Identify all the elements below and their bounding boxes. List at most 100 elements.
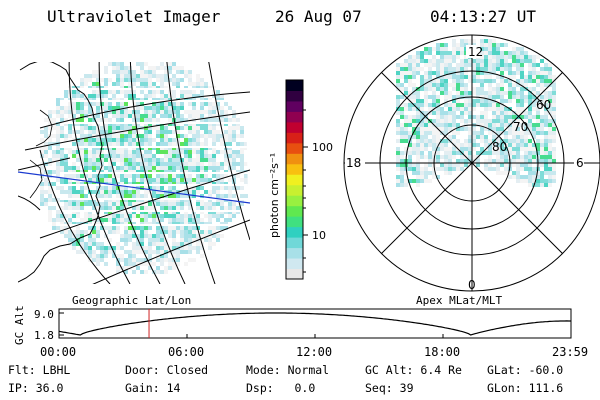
colorbar-frame	[285, 79, 304, 280]
emission-pixel	[396, 127, 400, 131]
emission-pixel	[520, 147, 524, 151]
emission-pixel	[540, 87, 544, 91]
emission-pixel	[88, 250, 92, 254]
emission-pixel	[552, 87, 556, 91]
emission-pixel	[164, 134, 168, 138]
emission-pixel	[216, 90, 220, 94]
emission-pixel	[480, 47, 484, 51]
emission-pixel	[452, 59, 456, 63]
emission-pixel	[100, 246, 104, 250]
emission-pixel	[404, 107, 408, 111]
emission-pixel	[456, 43, 460, 47]
emission-pixel	[416, 175, 420, 179]
emission-pixel	[136, 110, 140, 114]
emission-pixel	[208, 238, 212, 242]
emission-pixel	[116, 106, 120, 110]
emission-pixel	[416, 67, 420, 71]
emission-pixel	[132, 262, 136, 266]
emission-pixel	[68, 190, 72, 194]
emission-pixel	[92, 74, 96, 78]
emission-pixel	[512, 87, 516, 91]
emission-pixel	[140, 194, 144, 198]
emission-pixel	[88, 134, 92, 138]
emission-pixel	[64, 158, 68, 162]
emission-pixel	[144, 166, 148, 170]
emission-pixel	[488, 159, 492, 163]
emission-pixel	[408, 55, 412, 59]
emission-pixel	[504, 111, 508, 115]
emission-pixel	[516, 143, 520, 147]
emission-pixel	[532, 59, 536, 63]
emission-pixel	[528, 87, 532, 91]
emission-pixel	[100, 158, 104, 162]
emission-pixel	[548, 163, 552, 167]
emission-pixel	[204, 154, 208, 158]
emission-pixel	[520, 51, 524, 55]
emission-pixel	[508, 87, 512, 91]
emission-pixel	[200, 102, 204, 106]
emission-pixel	[200, 154, 204, 158]
emission-pixel	[172, 82, 176, 86]
emission-pixel	[184, 250, 188, 254]
emission-pixel	[540, 59, 544, 63]
emission-pixel	[236, 154, 240, 158]
emission-pixel	[500, 51, 504, 55]
emission-pixel	[532, 147, 536, 151]
emission-pixel	[204, 238, 208, 242]
emission-pixel	[76, 190, 80, 194]
emission-pixel	[188, 242, 192, 246]
emission-pixel	[412, 75, 416, 79]
emission-pixel	[192, 258, 196, 262]
emission-pixel	[412, 107, 416, 111]
emission-pixel	[120, 106, 124, 110]
emission-pixel	[496, 59, 500, 63]
emission-pixel	[160, 66, 164, 70]
emission-pixel	[212, 226, 216, 230]
emission-pixel	[40, 138, 44, 142]
emission-pixel	[100, 250, 104, 254]
emission-pixel	[156, 162, 160, 166]
emission-pixel	[216, 214, 220, 218]
mlt-label-noon: 12	[468, 45, 483, 59]
emission-pixel	[212, 186, 216, 190]
emission-pixel	[116, 166, 120, 170]
emission-pixel	[176, 114, 180, 118]
emission-pixel	[516, 71, 520, 75]
emission-pixel	[204, 82, 208, 86]
emission-pixel	[552, 75, 556, 79]
emission-pixel	[484, 67, 488, 71]
emission-pixel	[524, 135, 528, 139]
emission-pixel	[124, 110, 128, 114]
emission-pixel	[516, 135, 520, 139]
emission-pixel	[160, 126, 164, 130]
emission-pixel	[148, 154, 152, 158]
emission-pixel	[80, 142, 84, 146]
emission-pixel	[108, 118, 112, 122]
emission-pixel	[228, 142, 232, 146]
emission-pixel	[540, 131, 544, 135]
emission-pixel	[536, 119, 540, 123]
emission-pixel	[180, 178, 184, 182]
emission-pixel	[464, 91, 468, 95]
colorbar-segment	[286, 205, 303, 217]
emission-pixel	[532, 107, 536, 111]
emission-pixel	[208, 214, 212, 218]
emission-pixel	[468, 131, 472, 135]
emission-pixel	[508, 71, 512, 75]
emission-pixel	[476, 91, 480, 95]
emission-pixel	[432, 175, 436, 179]
emission-pixel	[76, 158, 80, 162]
emission-pixel	[180, 126, 184, 130]
emission-pixel	[500, 91, 504, 95]
emission-pixel	[132, 258, 136, 262]
emission-pixel	[176, 262, 180, 266]
emission-pixel	[444, 123, 448, 127]
emission-pixel	[420, 151, 424, 155]
emission-pixel	[484, 91, 488, 95]
emission-pixel	[76, 130, 80, 134]
emission-pixel	[424, 47, 428, 51]
emission-pixel	[240, 162, 244, 166]
emission-pixel	[452, 119, 456, 123]
emission-pixel	[504, 131, 508, 135]
emission-pixel	[524, 163, 528, 167]
